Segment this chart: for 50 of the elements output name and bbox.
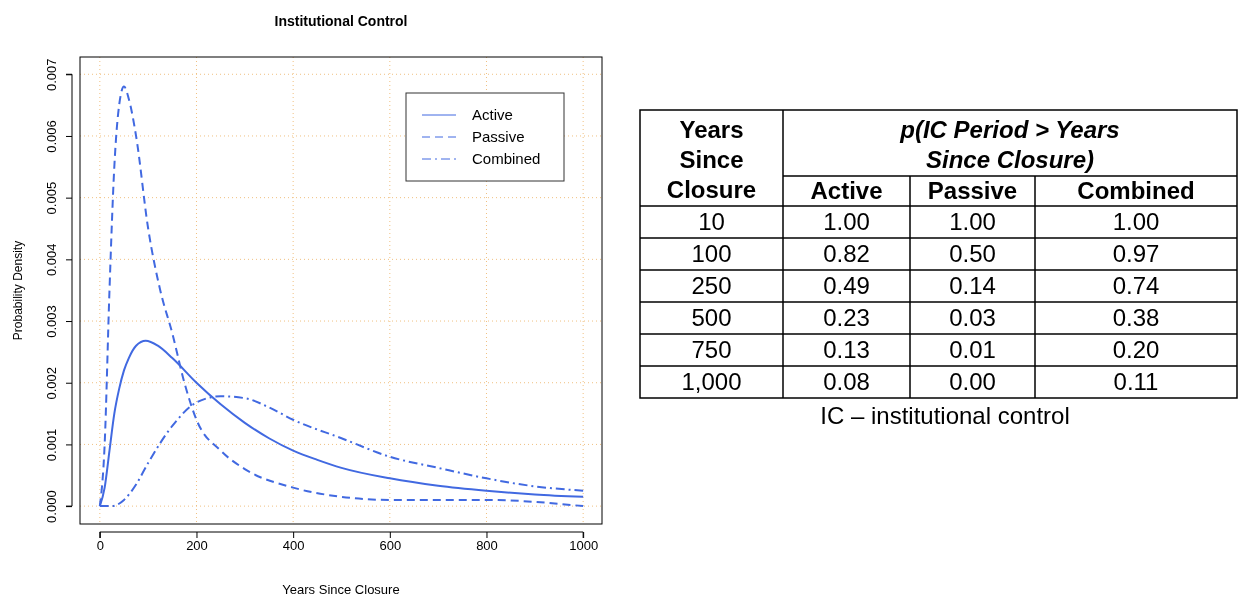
x-tick-label: 200 bbox=[186, 538, 208, 554]
category-label: 100 bbox=[691, 240, 732, 267]
data-label: 0.74 bbox=[1112, 272, 1160, 299]
x-tick-label: 400 bbox=[282, 538, 305, 554]
y-tick-label: 0.003 bbox=[44, 305, 59, 338]
y-tick-label: 0.002 bbox=[44, 366, 59, 400]
legend-label: Combined bbox=[472, 150, 541, 167]
data-label: 0.49 bbox=[823, 272, 870, 299]
data-label: 1.00 bbox=[823, 208, 870, 235]
text: IC – institutional control bbox=[820, 402, 1070, 429]
text: Active bbox=[810, 177, 883, 204]
y-tick-label: 0.000 bbox=[44, 490, 59, 523]
y-tick-label: 0.007 bbox=[44, 58, 59, 92]
x-tick-label: 1000 bbox=[569, 538, 599, 554]
text: p(IC Period > Years Since Closure) bbox=[899, 116, 1120, 173]
data-label: 0.00 bbox=[949, 368, 996, 395]
category-label: 500 bbox=[691, 304, 732, 331]
x-tick-label: 600 bbox=[379, 538, 402, 554]
x-tick-label: 800 bbox=[476, 538, 498, 554]
y-tick-label: 0.001 bbox=[44, 428, 59, 462]
data-label: 1.00 bbox=[949, 208, 996, 235]
data-label: 0.11 bbox=[1113, 368, 1159, 395]
data-label: 0.20 bbox=[1112, 336, 1160, 363]
data-label: 0.97 bbox=[1112, 240, 1160, 267]
category-label: 250 bbox=[691, 272, 732, 299]
y-tick-label: 0.005 bbox=[44, 181, 59, 215]
legend-label: Active bbox=[472, 106, 513, 123]
y-tick-label: 0.006 bbox=[44, 120, 59, 153]
category-label: 10 bbox=[698, 208, 725, 235]
y-tick-label: 0.004 bbox=[44, 243, 59, 277]
y-axis-title: Probability Density bbox=[11, 240, 25, 341]
data-label: 0.01 bbox=[949, 336, 996, 363]
text: Combined bbox=[1077, 177, 1195, 204]
data-label: 0.13 bbox=[823, 336, 870, 363]
data-label: 0.08 bbox=[823, 368, 870, 395]
data-label: 0.82 bbox=[823, 240, 870, 267]
legend-label: Passive bbox=[472, 128, 525, 145]
data-label: 0.50 bbox=[949, 240, 996, 267]
text: Years Since Closure bbox=[666, 116, 757, 203]
x-tick-label: 0 bbox=[96, 538, 104, 554]
data-label: 0.03 bbox=[949, 304, 996, 331]
chart-title: Institutional Control bbox=[274, 13, 408, 29]
text: Passive bbox=[927, 177, 1018, 204]
data-label: 0.14 bbox=[949, 272, 996, 299]
data-label: 0.38 bbox=[1112, 304, 1160, 331]
x-axis-title: Years Since Closure bbox=[282, 582, 400, 596]
category-label: 1,000 bbox=[681, 368, 742, 395]
data-label: 0.23 bbox=[823, 304, 870, 331]
category-label: 750 bbox=[691, 336, 732, 363]
data-label: 1.00 bbox=[1112, 208, 1160, 235]
